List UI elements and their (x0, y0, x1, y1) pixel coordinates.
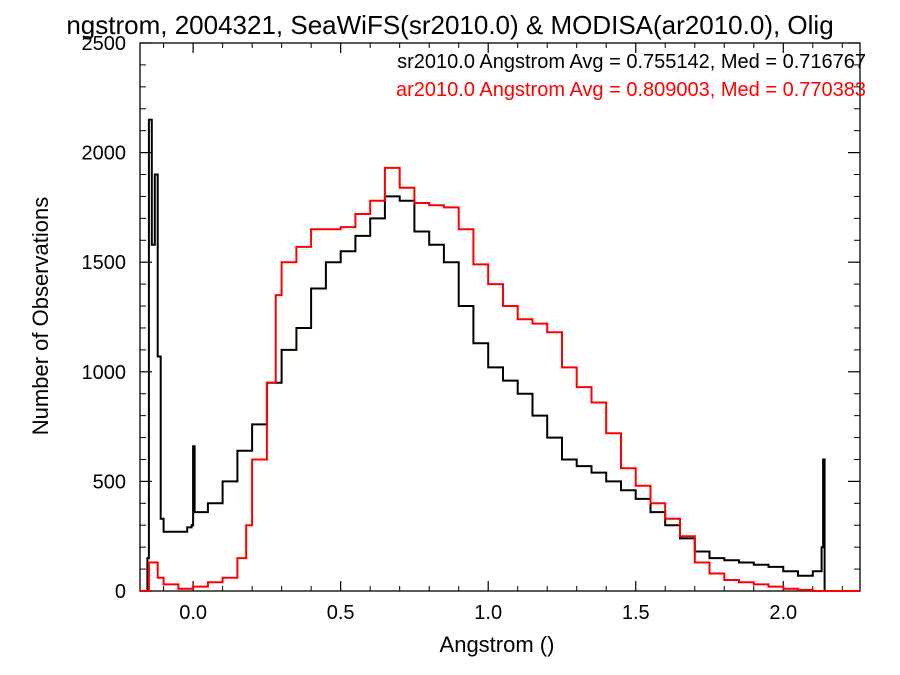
y-tick-label: 0 (115, 581, 126, 603)
y-tick-label: 2000 (82, 143, 127, 165)
y-tick-label: 1000 (82, 362, 127, 384)
annotation-sr2010: sr2010.0 Angstrom Avg = 0.755142, Med = … (397, 51, 866, 73)
y-ticks: 0 500 1000 1500 2000 2500 (82, 33, 860, 603)
y-tick-label: 500 (93, 471, 126, 493)
series-lines (140, 118, 860, 592)
y-axis-label: Number of Observations (28, 197, 53, 435)
y-tick-label: 1500 (82, 252, 127, 274)
plot-frame (139, 42, 861, 592)
series-line-ar2010 (140, 166, 860, 592)
chart-title: ngstrom, 2004321, SeaWiFS(sr2010.0) & MO… (66, 10, 833, 40)
x-tick-label: 1.0 (474, 602, 502, 624)
y-tick-label: 2500 (82, 33, 127, 55)
x-tick-label: 1.5 (622, 602, 650, 624)
x-axis-label: Angstrom () (440, 632, 555, 657)
annotation-ar2010: ar2010.0 Angstrom Avg = 0.809003, Med = … (396, 79, 866, 101)
series-line-sr2010 (140, 118, 860, 592)
x-ticks: 0.0 0.5 1.0 1.5 2.0 (163, 43, 843, 624)
x-tick-label: 0.5 (327, 602, 355, 624)
x-tick-label: 0.0 (179, 602, 207, 624)
x-tick-label: 2.0 (769, 602, 797, 624)
